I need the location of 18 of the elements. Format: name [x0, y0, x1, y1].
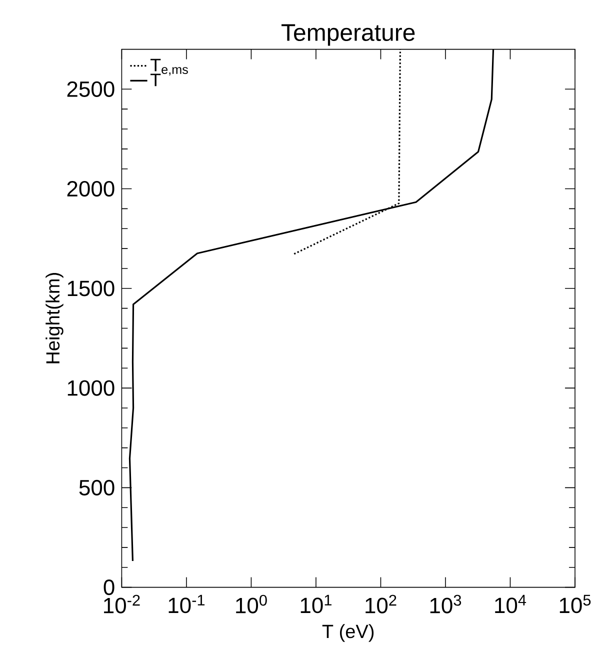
x-tick-label: 10$^{-1}$	[168, 594, 205, 614]
x-tick-label: 10$^{1}$	[300, 594, 332, 614]
y-tick-label: 2000	[67, 180, 114, 197]
x-tick-label: 10$^{-2}$	[104, 594, 140, 614]
y-tick-label: 1500	[68, 280, 114, 296]
x-axis-title: T (eV)	[322, 624, 374, 642]
x-tick-label: 10$^{4}$	[495, 594, 526, 614]
y-tick-label: 500	[79, 480, 114, 496]
x-tick-label: 10$^{5}$	[560, 594, 591, 614]
y-tick-label: 1000	[68, 380, 114, 396]
chart-title: Temperature	[282, 24, 415, 46]
y-axis-title: Height(km)	[46, 273, 64, 364]
y-tick-label: 2500	[67, 81, 114, 97]
x-tick-label: 10$^{0}$	[236, 594, 267, 614]
x-tick-label: 10$^{2}$	[366, 594, 396, 614]
x-tick-label: 10$^{3}$	[430, 594, 462, 614]
y-tick-label: 0	[104, 580, 114, 596]
legend-label: T	[150, 74, 161, 86]
